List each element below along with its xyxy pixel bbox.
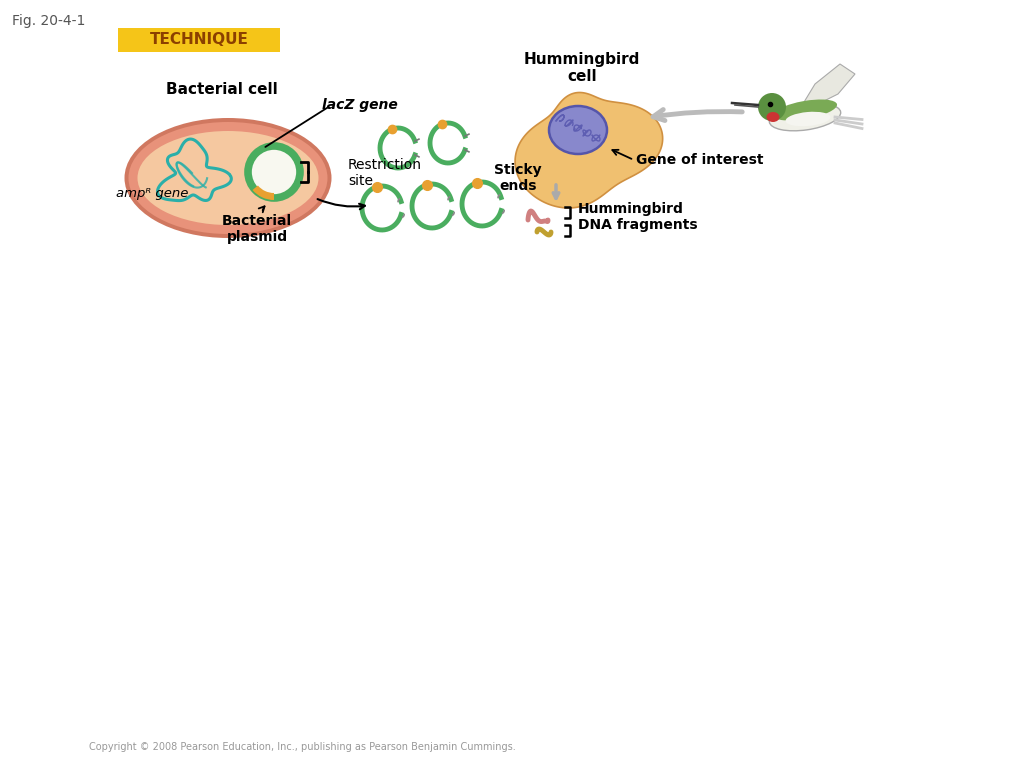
Text: Copyright © 2008 Pearson Education, Inc., publishing as Pearson Benjamin Cumming: Copyright © 2008 Pearson Education, Inc.…	[89, 742, 515, 752]
Text: Bacterial
plasmid: Bacterial plasmid	[222, 214, 292, 244]
Text: TECHNIQUE: TECHNIQUE	[150, 32, 249, 48]
Ellipse shape	[785, 112, 830, 126]
Text: ampᴿ gene: ampᴿ gene	[116, 187, 188, 200]
Ellipse shape	[549, 106, 607, 154]
Text: Sticky
ends: Sticky ends	[495, 163, 542, 194]
Ellipse shape	[773, 100, 837, 121]
Text: Gene of interest: Gene of interest	[636, 153, 764, 167]
Text: Bacterial cell: Bacterial cell	[166, 82, 278, 97]
Text: Hummingbird
cell: Hummingbird cell	[524, 52, 640, 84]
Ellipse shape	[769, 103, 841, 131]
FancyBboxPatch shape	[118, 28, 280, 52]
Ellipse shape	[137, 131, 318, 225]
Wedge shape	[253, 186, 274, 200]
Text: Hummingbird
DNA fragments: Hummingbird DNA fragments	[578, 202, 697, 232]
Polygon shape	[515, 92, 663, 208]
Text: Fig. 20-4-1: Fig. 20-4-1	[12, 14, 85, 28]
Ellipse shape	[125, 118, 332, 238]
Polygon shape	[795, 64, 855, 117]
Ellipse shape	[128, 122, 328, 234]
Circle shape	[758, 93, 786, 121]
Text: lacZ gene: lacZ gene	[322, 98, 397, 112]
Text: Restriction
site: Restriction site	[348, 158, 422, 188]
Circle shape	[248, 146, 300, 198]
Ellipse shape	[767, 112, 779, 122]
